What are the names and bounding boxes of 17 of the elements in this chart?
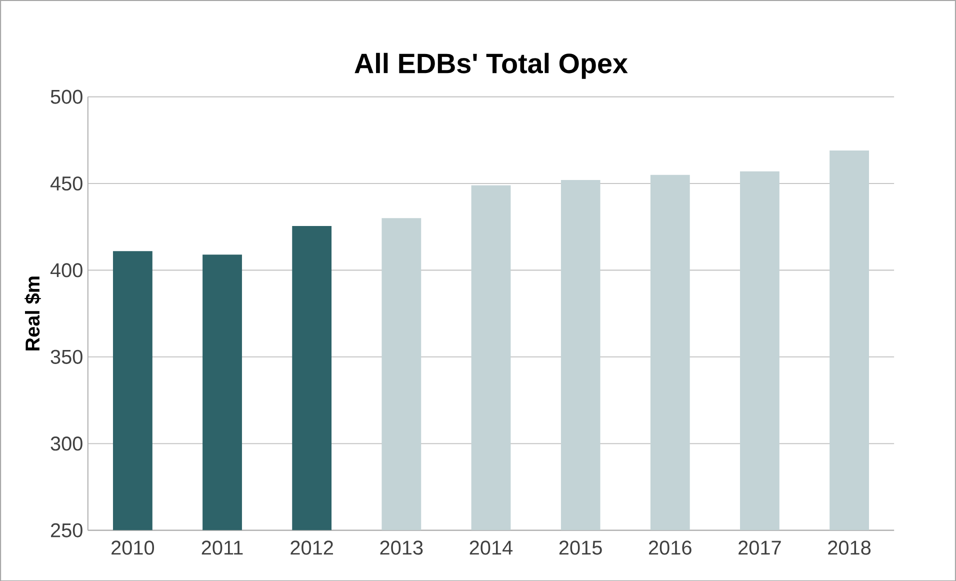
x-tick-label: 2017 (738, 540, 781, 555)
x-tick-label: 2013 (380, 540, 423, 555)
y-tick-label: 300 (50, 436, 82, 450)
x-tick-label: 2015 (559, 540, 602, 555)
x-tick-label: 2012 (290, 540, 333, 555)
chart-title: All EDBs' Total Opex (354, 52, 628, 79)
y-tick-label: 350 (50, 350, 82, 364)
x-tick-label: 2016 (648, 540, 692, 555)
y-tick-label: 400 (50, 262, 82, 278)
y-axis-title: Real $m (24, 276, 41, 350)
y-tick-label: 250 (51, 523, 82, 538)
x-tick-label: 2014 (470, 540, 513, 555)
x-tick-label: 2011 (202, 540, 243, 555)
x-tick-label: 2018 (828, 540, 871, 555)
y-tick-label: 500 (50, 90, 82, 104)
y-tick-label: 450 (50, 176, 82, 190)
x-tick-label: 2010 (112, 540, 154, 555)
